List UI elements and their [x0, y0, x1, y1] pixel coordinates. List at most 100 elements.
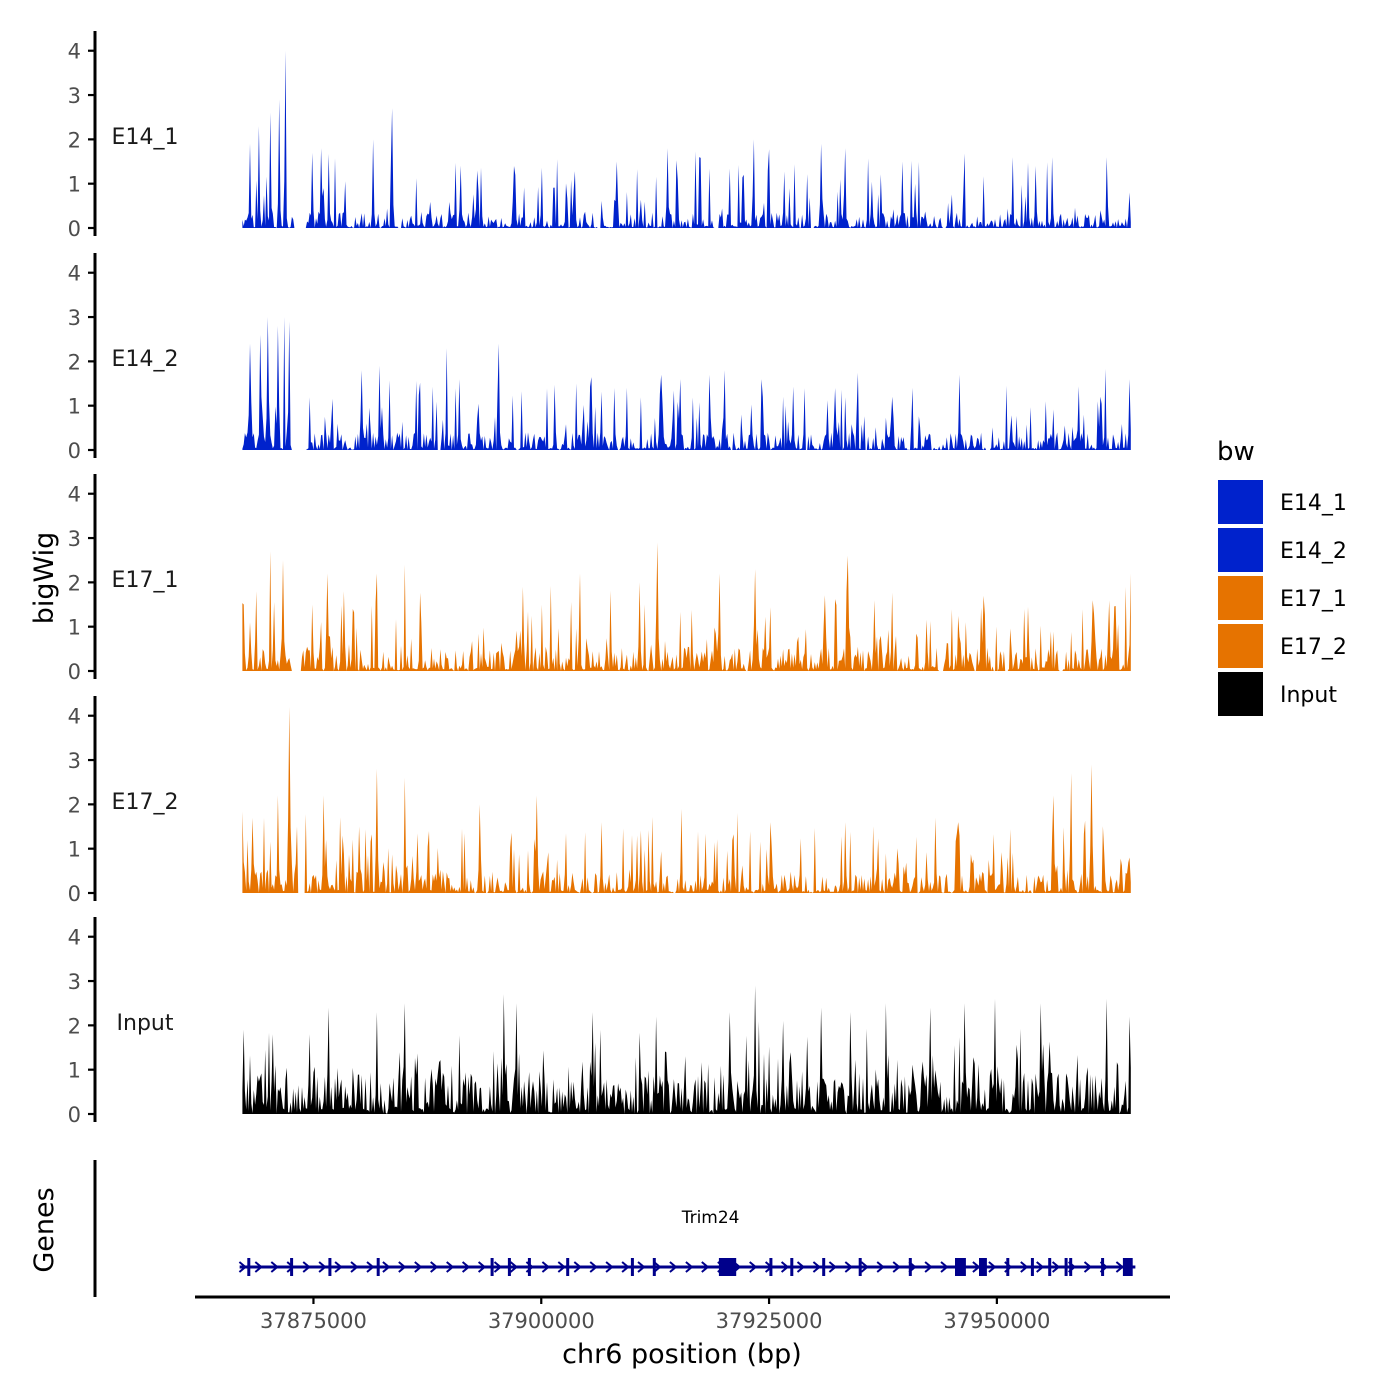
gene-exon [490, 1258, 494, 1276]
legend: bw E14_1 E14_2 E17_1 E17_2 Input [1217, 437, 1347, 716]
gene-exon [328, 1258, 332, 1276]
track-input: 0 1 2 3 4 Input [68, 917, 1131, 1127]
y-tick-label: 1 [68, 395, 81, 419]
legend-label: E14_1 [1280, 491, 1347, 516]
track-e14_1: 0 1 2 3 4 E14_1 [68, 31, 1131, 241]
x-tick-label: 37900000 [488, 1309, 595, 1333]
strand-arrow [270, 1261, 279, 1273]
legend-key-e17_1 [1218, 576, 1263, 620]
strand-arrow [477, 1261, 487, 1273]
strand-arrow [924, 1261, 933, 1273]
gene-exon [790, 1258, 794, 1276]
strand-arrow [972, 1261, 981, 1273]
gene-label: Trim24 [681, 1208, 740, 1228]
track-label: E14_2 [112, 347, 179, 372]
strand-arrow [493, 1261, 503, 1273]
y-tick-label: 0 [68, 439, 81, 463]
strand-arrow [414, 1261, 423, 1273]
strand-arrow [541, 1261, 550, 1273]
track-label: E17_1 [112, 568, 179, 593]
strand-arrow [876, 1261, 885, 1273]
strand-arrow [286, 1261, 295, 1273]
strand-arrow [605, 1261, 614, 1273]
strand-arrow [1115, 1261, 1124, 1273]
gene-exon [1064, 1258, 1068, 1276]
strand-arrow [844, 1261, 853, 1273]
genes-axis-title: Genes [29, 1187, 60, 1272]
gene-exon [822, 1258, 826, 1276]
y-tick-label: 2 [68, 571, 81, 595]
y-tick-label: 2 [68, 350, 81, 374]
y-tick-label: 3 [68, 527, 81, 551]
strand-arrow [461, 1261, 471, 1273]
y-tick-label: 3 [68, 749, 81, 773]
gene-exon [247, 1258, 251, 1276]
y-tick-label: 0 [68, 882, 81, 906]
track-e17_2: 0 1 2 3 4 E17_2 [68, 696, 1131, 906]
gene-exon [376, 1258, 380, 1276]
track-panels: 0 1 2 3 4 E14_1 0 1 2 3 4 E14_2 0 1 2 3 4 E17_1 0 1 2 3 4 E17_2… [68, 31, 1131, 1127]
y-tick-label: 4 [68, 483, 81, 507]
y-tick-label: 2 [68, 128, 81, 152]
strand-arrow [509, 1261, 519, 1273]
gene-exon-large [718, 1258, 737, 1276]
strand-arrow [334, 1261, 343, 1273]
strand-arrow [812, 1261, 821, 1273]
y-tick-label: 0 [68, 1103, 81, 1127]
strand-arrow [350, 1261, 359, 1273]
strand-arrow [382, 1261, 391, 1273]
track-label: E17_2 [112, 790, 179, 815]
strand-arrow [430, 1261, 439, 1273]
strand-arrow [796, 1261, 806, 1273]
gene-exon [769, 1258, 773, 1276]
y-tick-label: 2 [68, 793, 81, 817]
x-tick-label: 37875000 [260, 1309, 367, 1333]
y-tick-label: 0 [68, 660, 81, 684]
strand-arrow [988, 1261, 997, 1273]
y-tick-label: 1 [68, 173, 81, 197]
y-tick-label: 1 [68, 616, 81, 640]
gene-exon [1069, 1258, 1073, 1276]
x-axis: 37875000 37900000 37925000 37950000 [195, 1295, 1170, 1333]
y-tick-label: 3 [68, 306, 81, 330]
strand-arrow [653, 1261, 662, 1273]
x-tick-label: 37925000 [716, 1309, 823, 1333]
strand-arrow [749, 1261, 758, 1273]
coverage-area-e17_2 [242, 706, 1131, 893]
strand-arrow [302, 1261, 311, 1273]
gene-exon [1122, 1258, 1126, 1276]
coverage-area-e14_1 [242, 50, 1131, 229]
legend-key-e17_2 [1218, 624, 1263, 668]
y-tick-label: 2 [68, 1014, 81, 1038]
gene-exon [630, 1258, 634, 1276]
legend-key-e14_2 [1218, 528, 1263, 572]
strand-arrow [557, 1261, 566, 1273]
x-axis-title: chr6 position (bp) [562, 1339, 802, 1370]
gene-exon [527, 1258, 531, 1276]
legend-label: E17_1 [1280, 587, 1347, 612]
genes-panel: Trim24 [93, 1160, 1136, 1297]
gene-exon [652, 1258, 656, 1276]
gene-exon-large [955, 1258, 966, 1276]
legend-label: E17_2 [1280, 635, 1347, 660]
strand-arrow [254, 1261, 263, 1273]
strand-arrow [669, 1261, 678, 1273]
strand-arrow [780, 1261, 790, 1273]
strand-arrow [238, 1261, 247, 1273]
strand-arrow [589, 1261, 598, 1273]
y-tick-label: 4 [68, 705, 81, 729]
gene-exon [1048, 1258, 1052, 1276]
track-label: Input [117, 1011, 174, 1036]
legend-label: E14_2 [1280, 539, 1347, 564]
strand-arrow [637, 1261, 646, 1273]
strand-arrow [621, 1261, 630, 1273]
strand-arrow [446, 1261, 455, 1273]
strand-arrow [685, 1261, 694, 1273]
x-tick-label: 37950000 [943, 1309, 1050, 1333]
gene-exon [908, 1258, 912, 1276]
strand-arrow [940, 1261, 949, 1273]
y-tick-label: 1 [68, 1059, 81, 1083]
gene-exon-large [979, 1258, 987, 1276]
coverage-area-e17_1 [242, 542, 1131, 671]
y-tick-label: 1 [68, 838, 81, 862]
